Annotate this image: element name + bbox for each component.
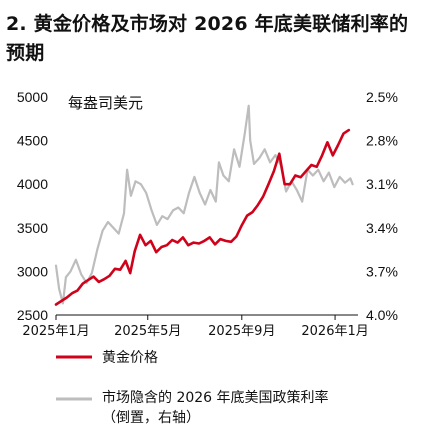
legend-label-gold: 黄金价格	[102, 349, 158, 366]
right-tick-label-4: 3.7%	[366, 263, 398, 279]
x-tick-label-3: 2026年1月	[301, 324, 368, 339]
left-tick-label-3000: 3000	[17, 263, 48, 279]
left-axis-ticks: 2500 3000 3500 4000 4500 5000	[17, 89, 48, 323]
left-tick-label-5000: 5000	[17, 89, 48, 105]
right-tick-label-1: 2.8%	[366, 133, 398, 149]
chart-title: 2. 黄金价格及市场对 2026 年底美联储利率的预期	[6, 13, 409, 64]
series-layer	[54, 104, 354, 306]
right-tick-label-3: 3.4%	[366, 220, 398, 236]
x-tick-label-0: 2025年1月	[22, 324, 89, 339]
left-tick-label-3500: 3500	[17, 220, 48, 236]
right-tick-label-0: 2.5%	[366, 89, 398, 105]
implied-rate-line	[54, 104, 354, 305]
left-tick-label-4000: 4000	[17, 176, 48, 192]
legend: 黄金价格 市场隐含的 2026 年底美国政策利率 （倒置，右轴）	[56, 349, 333, 426]
legend-label-rate-line1: 市场隐含的 2026 年底美国政策利率	[102, 389, 329, 406]
gold-price-line	[54, 128, 351, 306]
x-tick-label-1: 2025年5月	[114, 324, 181, 339]
unit-label: 每盎司美元	[68, 94, 143, 112]
x-axis-ticks: 2025年1月 2025年5月 2025年9月 2026年1月	[22, 315, 369, 339]
right-tick-label-5: 4.0%	[366, 307, 398, 323]
left-tick-label-2500: 2500	[17, 307, 48, 323]
legend-label-rate-line2: （倒置，右轴）	[102, 410, 200, 426]
x-tick-label-2: 2025年9月	[208, 324, 275, 339]
right-tick-label-2: 3.1%	[366, 176, 398, 192]
legend-label-rate: 市场隐含的 2026 年底美国政策利率 （倒置，右轴）	[102, 389, 333, 426]
left-tick-label-4500: 4500	[17, 133, 48, 149]
right-axis-ticks: 2.5% 2.8% 3.1% 3.4% 3.7% 4.0%	[366, 89, 398, 323]
